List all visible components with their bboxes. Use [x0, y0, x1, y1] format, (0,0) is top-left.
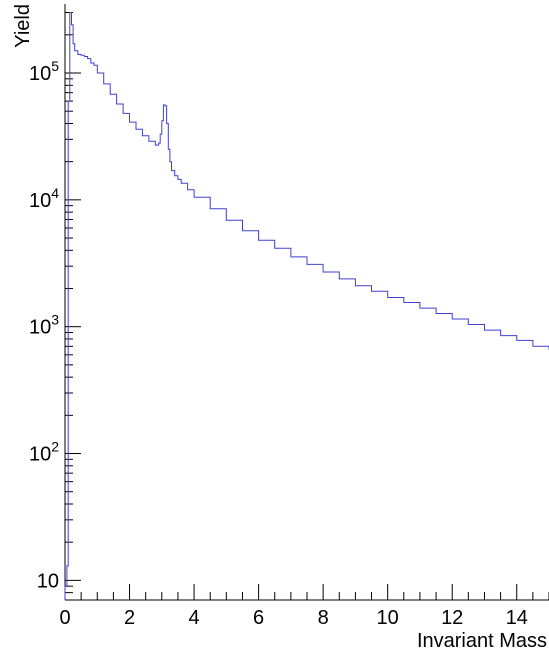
x-tick-label: 0 — [59, 607, 70, 629]
series-0-line — [64, 12, 549, 600]
x-tick-label: 10 — [377, 607, 399, 629]
series-group — [64, 12, 549, 600]
y-axis-title: Yield — [12, 4, 34, 48]
y-axis-ticks: 10 102 103 104 105 — [29, 11, 81, 601]
y-tick-label: 102 — [29, 439, 59, 466]
x-tick-label: 12 — [441, 607, 463, 629]
x-axis-title: Invariant Mass — [417, 630, 547, 652]
y-tick-label: 10 — [37, 570, 59, 592]
y-tick-label: 104 — [29, 185, 59, 212]
x-tick-label: 8 — [318, 607, 329, 629]
plot-frame — [64, 4, 549, 601]
x-tick-label: 14 — [506, 607, 528, 629]
y-tick-label: 105 — [29, 58, 59, 85]
x-tick-label: 2 — [124, 607, 135, 629]
x-tick-label: 4 — [189, 607, 200, 629]
y-tick-label: 103 — [29, 312, 59, 339]
x-tick-label: 6 — [253, 607, 264, 629]
x-axis-ticks: 0 2 4 6 8 10 12 14 — [59, 584, 549, 629]
